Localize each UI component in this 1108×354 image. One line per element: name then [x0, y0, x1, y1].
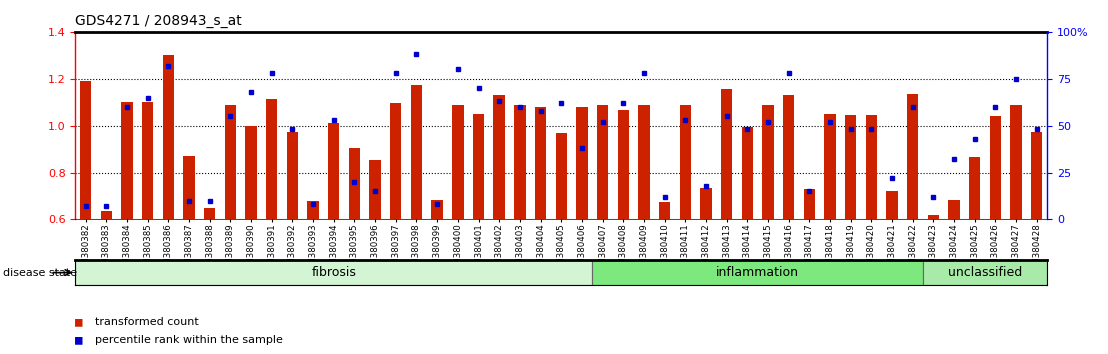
Bar [163, 55, 174, 219]
Bar [493, 95, 505, 219]
Bar [1032, 132, 1043, 219]
Bar [679, 104, 691, 219]
Text: fibrosis: fibrosis [311, 266, 356, 279]
Bar [592, 260, 923, 285]
Bar [638, 104, 649, 219]
Bar [845, 115, 856, 219]
Text: inflammation: inflammation [716, 266, 799, 279]
Bar [80, 81, 91, 219]
Bar [576, 107, 587, 219]
Text: ■: ■ [75, 316, 83, 329]
Bar [287, 132, 298, 219]
Bar [970, 157, 981, 219]
Bar [659, 202, 670, 219]
Bar [183, 156, 195, 219]
Bar [349, 148, 360, 219]
Text: transformed count: transformed count [95, 317, 199, 327]
Bar [245, 126, 257, 219]
Bar [535, 107, 546, 219]
Bar [923, 260, 1047, 285]
Bar [369, 160, 381, 219]
Bar [927, 215, 940, 219]
Bar [204, 208, 215, 219]
Bar [803, 189, 815, 219]
Text: percentile rank within the sample: percentile rank within the sample [95, 335, 284, 345]
Bar [989, 116, 1001, 219]
Bar [762, 104, 773, 219]
Bar [597, 104, 608, 219]
Text: unclassified: unclassified [948, 266, 1023, 279]
Bar [307, 201, 319, 219]
Bar [390, 103, 401, 219]
Bar [452, 104, 463, 219]
Bar [865, 115, 878, 219]
Bar [700, 188, 711, 219]
Bar [824, 114, 835, 219]
Bar [225, 104, 236, 219]
Bar [907, 94, 919, 219]
Text: disease state: disease state [3, 268, 78, 278]
Bar [411, 85, 422, 219]
Bar [555, 133, 567, 219]
Text: GDS4271 / 208943_s_at: GDS4271 / 208943_s_at [75, 14, 242, 28]
Bar [948, 200, 960, 219]
Bar [122, 102, 133, 219]
Bar [617, 110, 629, 219]
Bar [266, 99, 277, 219]
Bar [101, 211, 112, 219]
Bar [514, 104, 525, 219]
Bar [75, 260, 592, 285]
Bar [741, 127, 753, 219]
Bar [142, 102, 153, 219]
Bar [721, 89, 732, 219]
Bar [886, 191, 897, 219]
Bar [431, 200, 443, 219]
Bar [328, 123, 339, 219]
Bar [473, 114, 484, 219]
Bar [1010, 104, 1022, 219]
Text: ■: ■ [75, 333, 83, 346]
Bar [783, 95, 794, 219]
